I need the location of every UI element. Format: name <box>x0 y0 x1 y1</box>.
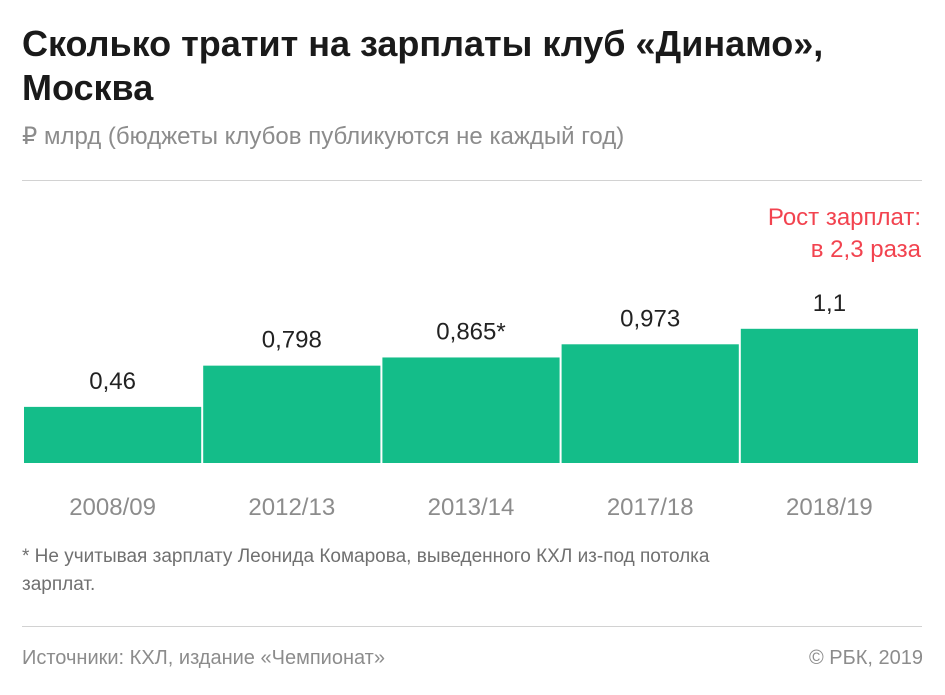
category-label: 2017/18 <box>607 494 694 521</box>
chart-title: Сколько тратит на зарплаты клуб «Динамо»… <box>22 23 824 108</box>
bar-2013/14 <box>382 357 560 463</box>
growth-annotation: Рост зарплат: в 2,3 раза <box>768 202 921 266</box>
value-label: 0,865* <box>436 318 505 345</box>
copyright-text: © РБК, 2019 <box>808 647 923 669</box>
bar-2012/13 <box>203 365 381 463</box>
source-text: Источники: КХЛ, издание «Чемпионат» <box>22 647 385 669</box>
growth-annotation-line-2: в 2,3 раза <box>810 236 921 263</box>
bottom-divider <box>22 626 922 627</box>
bar-2018/19 <box>740 328 918 463</box>
value-label: 0,798 <box>262 327 322 354</box>
top-divider <box>22 180 922 181</box>
bar-chart: 0,46 2008/09 0,798 2012/13 0,865* 2013/14 0,97… <box>24 290 918 521</box>
chart-subtitle: ₽ млрд (бюджеты клубов публикуются не ка… <box>22 123 625 150</box>
bar-2008/09 <box>24 406 202 463</box>
value-label: 0,973 <box>620 305 680 332</box>
category-label: 2012/13 <box>248 494 335 521</box>
value-label: 1,1 <box>813 290 846 317</box>
value-label: 0,46 <box>89 368 136 395</box>
category-label: 2013/14 <box>428 494 515 521</box>
growth-annotation-line-1: Рост зарплат: <box>767 204 921 231</box>
category-label: 2018/19 <box>786 494 873 521</box>
category-label: 2008/09 <box>69 494 156 521</box>
bar-2017/18 <box>561 344 739 463</box>
footnote: * Не учитывая зарплату Леонида Комарова,… <box>22 546 710 595</box>
